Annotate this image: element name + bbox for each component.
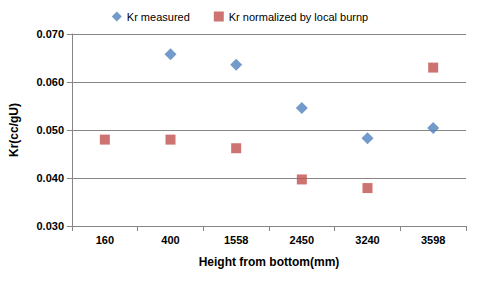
svg-text:3240: 3240 [355,234,379,246]
svg-text:0.030: 0.030 [36,220,64,232]
svg-text:400: 400 [161,234,179,246]
svg-text:3598: 3598 [421,234,445,246]
svg-text:2450: 2450 [290,234,314,246]
svg-text:Kr normalized by local burnp: Kr normalized by local burnp [229,11,368,23]
svg-text:160: 160 [96,234,114,246]
svg-text:Kr measured: Kr measured [127,11,190,23]
svg-text:Kr(cc/gU): Kr(cc/gU) [7,103,21,157]
svg-text:0.070: 0.070 [36,28,64,40]
svg-text:0.040: 0.040 [36,172,64,184]
svg-text:0.060: 0.060 [36,76,64,88]
svg-text:Height from bottom(mm): Height from bottom(mm) [199,255,340,269]
svg-text:1558: 1558 [224,234,248,246]
svg-text:0.050: 0.050 [36,124,64,136]
